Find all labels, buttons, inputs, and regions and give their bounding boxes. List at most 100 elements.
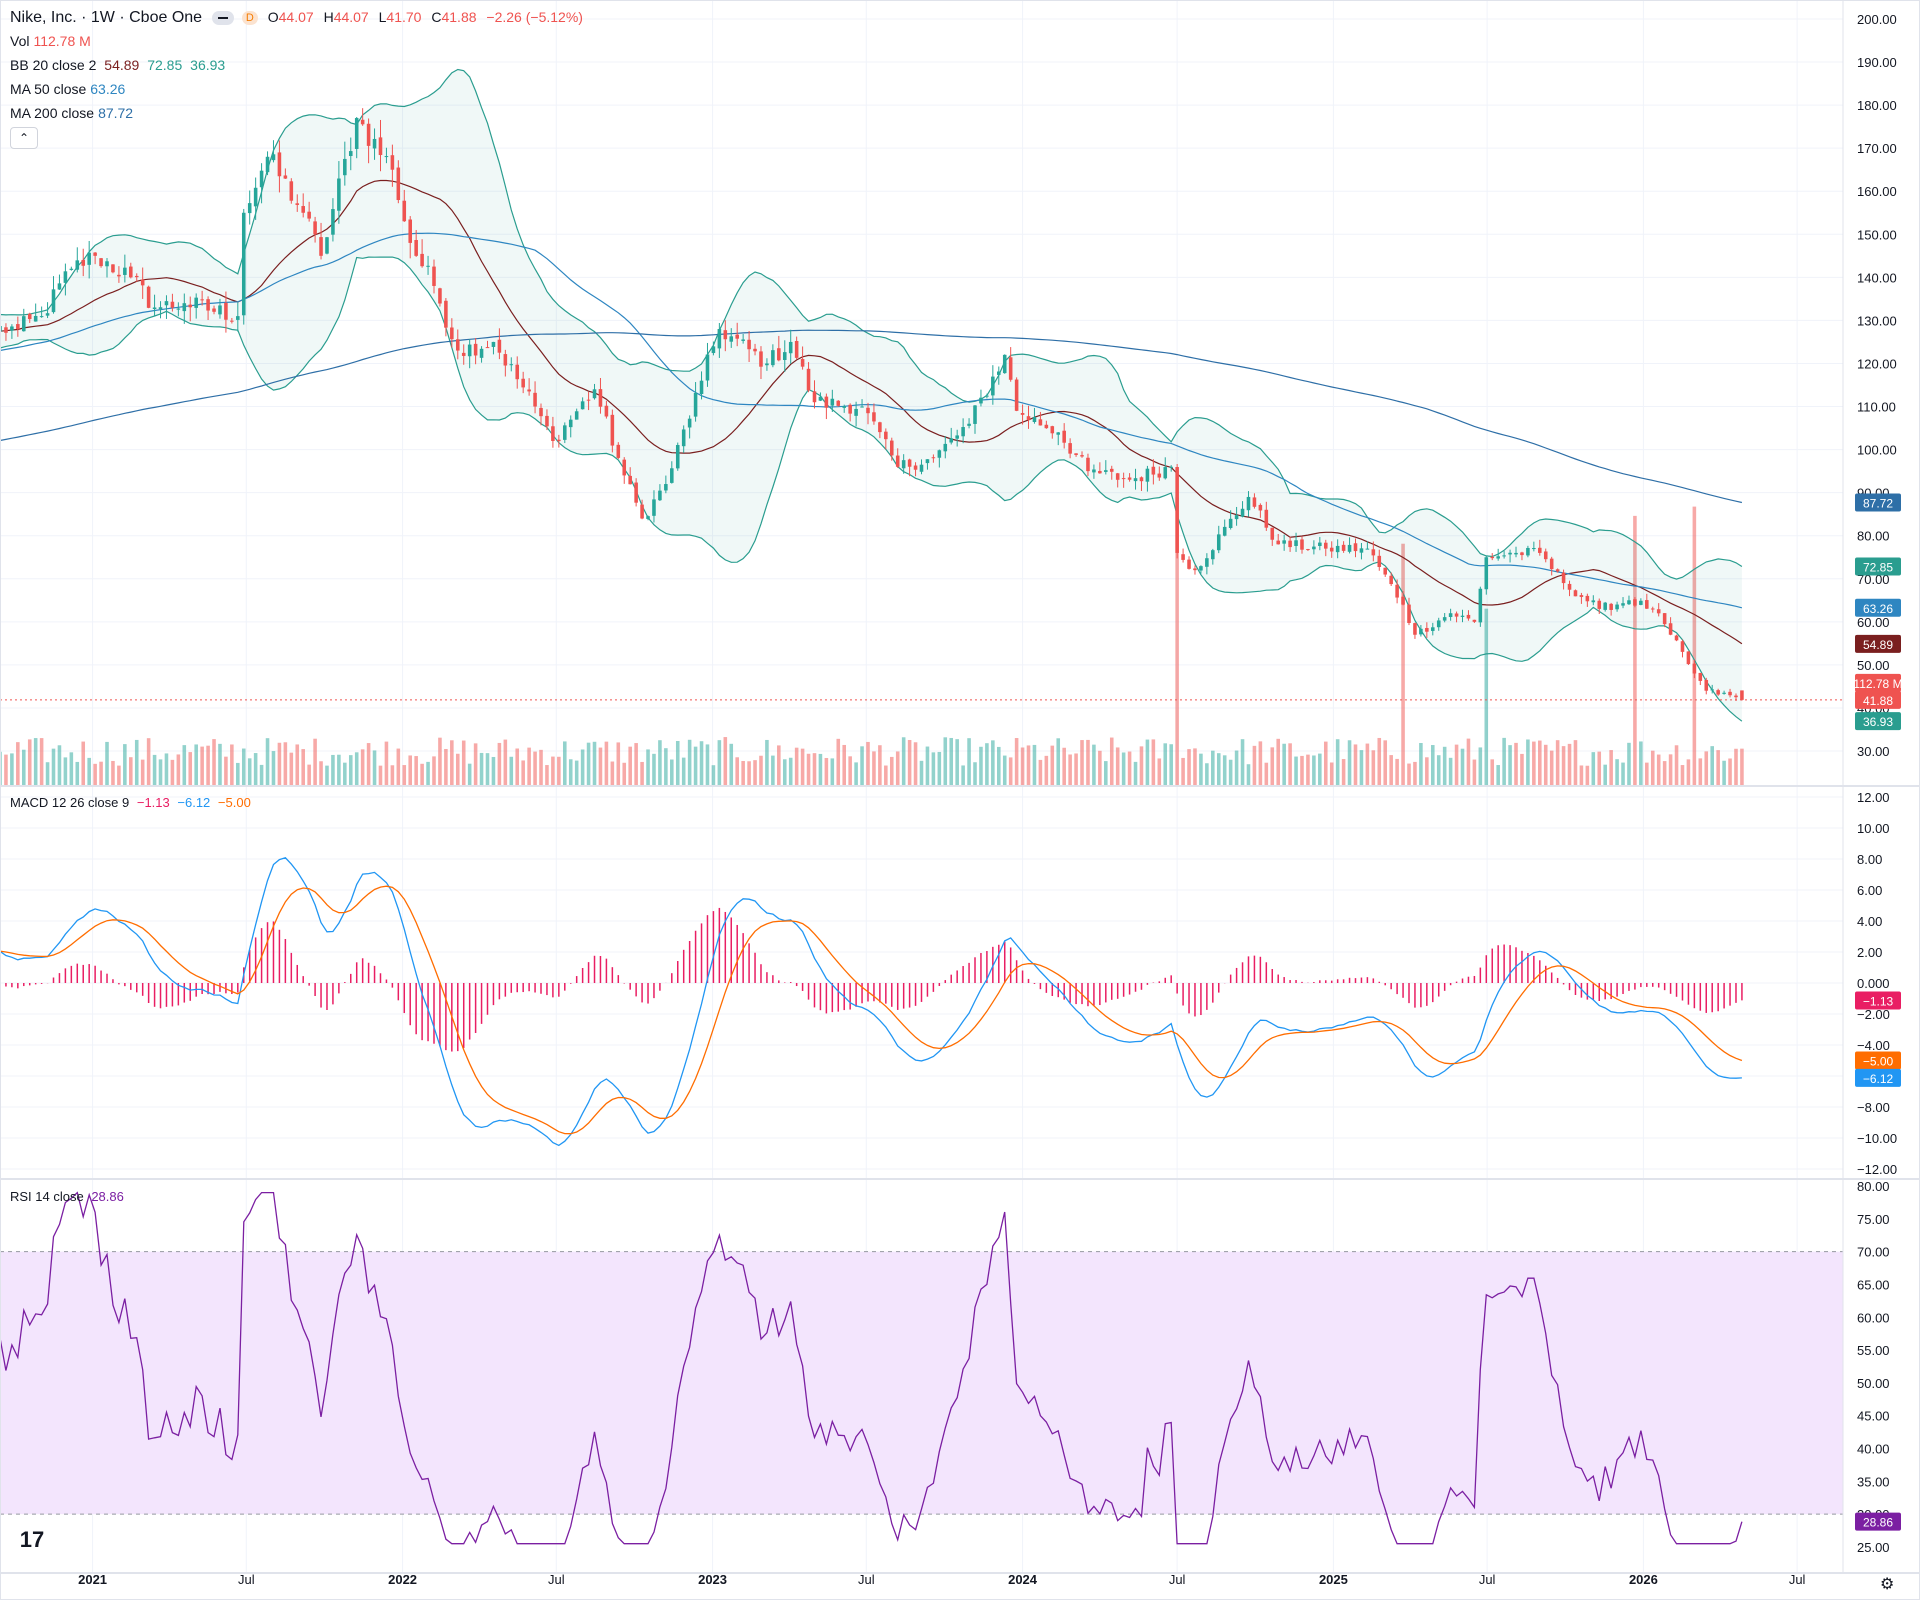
candle (1549, 556, 1554, 576)
candle-body (57, 283, 62, 290)
symbol-title[interactable]: Nike, Inc. · 1W · Cboe One (10, 9, 203, 26)
collapse-legend-button[interactable]: ⌃ (10, 127, 38, 149)
candle (782, 340, 787, 372)
volume-bar (1734, 748, 1738, 785)
bollinger-basis-line (0, 179, 1743, 645)
candle (539, 403, 543, 426)
candle (991, 365, 995, 405)
tradingview-logo[interactable]: 17 (19, 1527, 45, 1552)
candle-body (1543, 551, 1548, 560)
candle-body (467, 344, 472, 357)
volume-bar (200, 746, 204, 785)
candle (497, 328, 502, 360)
bb-legend[interactable]: BB 20 close 2 54.89 72.85 36.93 (10, 57, 226, 73)
volume-bar (331, 754, 335, 785)
macd-hist-badge-bg (1855, 991, 1901, 1010)
volume-bar (545, 765, 549, 785)
candle (741, 333, 745, 344)
candle-body (81, 259, 86, 266)
volume-bar (527, 747, 531, 785)
interval-badge[interactable]: D (241, 11, 258, 26)
candle-body (1270, 527, 1275, 540)
candle (1686, 651, 1691, 665)
volume-bar (1597, 751, 1602, 785)
volume-bar (1674, 745, 1679, 785)
bb-upper-badge-bg (1855, 557, 1901, 576)
candle-body (705, 354, 710, 381)
toggle-icon[interactable] (211, 11, 234, 26)
rsi-legend[interactable]: RSI 14 close 28.86 (10, 1189, 124, 1204)
candle (1312, 540, 1316, 555)
candle-body (836, 400, 841, 406)
candle (1466, 610, 1471, 621)
macd-line-badge: −6.12 (1855, 1068, 1901, 1087)
candle (1109, 465, 1114, 480)
candle-body (539, 407, 543, 417)
candle-body (1306, 549, 1310, 551)
volume-bar (1074, 753, 1078, 785)
volume-bar (230, 744, 234, 785)
candle-body (967, 423, 971, 426)
candle (699, 371, 704, 400)
candle-body (1722, 692, 1726, 694)
volume-bar (1508, 745, 1512, 785)
candle (1597, 598, 1602, 614)
candle (1704, 677, 1709, 695)
candle (325, 236, 329, 255)
gear-icon[interactable]: ⚙ (1880, 1576, 1895, 1593)
candle-body (1674, 635, 1679, 641)
candle-body (1282, 540, 1286, 544)
candle-body (515, 364, 520, 380)
candle (354, 117, 359, 159)
candle-body (473, 343, 478, 356)
candle (105, 258, 109, 278)
candle-body (895, 455, 900, 467)
candle-body (919, 464, 924, 472)
candle-body (1353, 543, 1358, 552)
time-tick-label: 2025 (1319, 1572, 1348, 1587)
volume-bar (866, 741, 870, 785)
macd-tick-label: −2.00 (1857, 1007, 1890, 1022)
volume-bar (45, 762, 50, 785)
ma200-line (0, 329, 1743, 504)
candle (610, 409, 615, 453)
volume-bar (170, 759, 175, 785)
volume-bar (1633, 515, 1637, 785)
candle-body (545, 415, 549, 427)
candle-body (354, 118, 359, 149)
vol-legend[interactable]: Vol 112.78 M (10, 33, 91, 49)
candle (830, 389, 835, 413)
macd-legend[interactable]: MACD 12 26 close 9 −1.13 −6.12 −5.00 (10, 795, 251, 810)
candle-body (765, 363, 769, 366)
volume-bar (1662, 761, 1667, 785)
ma200-legend[interactable]: MA 200 close 87.72 (10, 105, 134, 121)
candle-body (4, 327, 8, 333)
candle (705, 342, 710, 387)
candle-body (1121, 478, 1126, 480)
volume-bar (1484, 608, 1489, 785)
volume-bar (515, 748, 520, 785)
candle-body (1371, 549, 1376, 556)
candle-body (586, 399, 591, 401)
candle-body (1656, 609, 1661, 614)
ohlc-close: C41.88 (431, 9, 477, 25)
candle-body (39, 316, 44, 318)
volume-bar (236, 762, 240, 785)
candle-body (1686, 651, 1691, 665)
candle-body (592, 389, 597, 399)
candle (1668, 617, 1673, 636)
ma50-legend[interactable]: MA 50 close 63.26 (10, 81, 126, 97)
volume-bar (539, 749, 543, 785)
volume-bar (283, 742, 288, 785)
candle (1472, 619, 1477, 623)
volume-bar (360, 749, 365, 785)
candle-body (1436, 620, 1441, 628)
candle-body (384, 156, 389, 158)
candle-body (348, 151, 353, 157)
candle-body (681, 429, 686, 447)
candle-body (1169, 466, 1173, 468)
candle (1098, 462, 1102, 474)
volume-bar (414, 756, 418, 785)
candle-body (670, 468, 674, 483)
